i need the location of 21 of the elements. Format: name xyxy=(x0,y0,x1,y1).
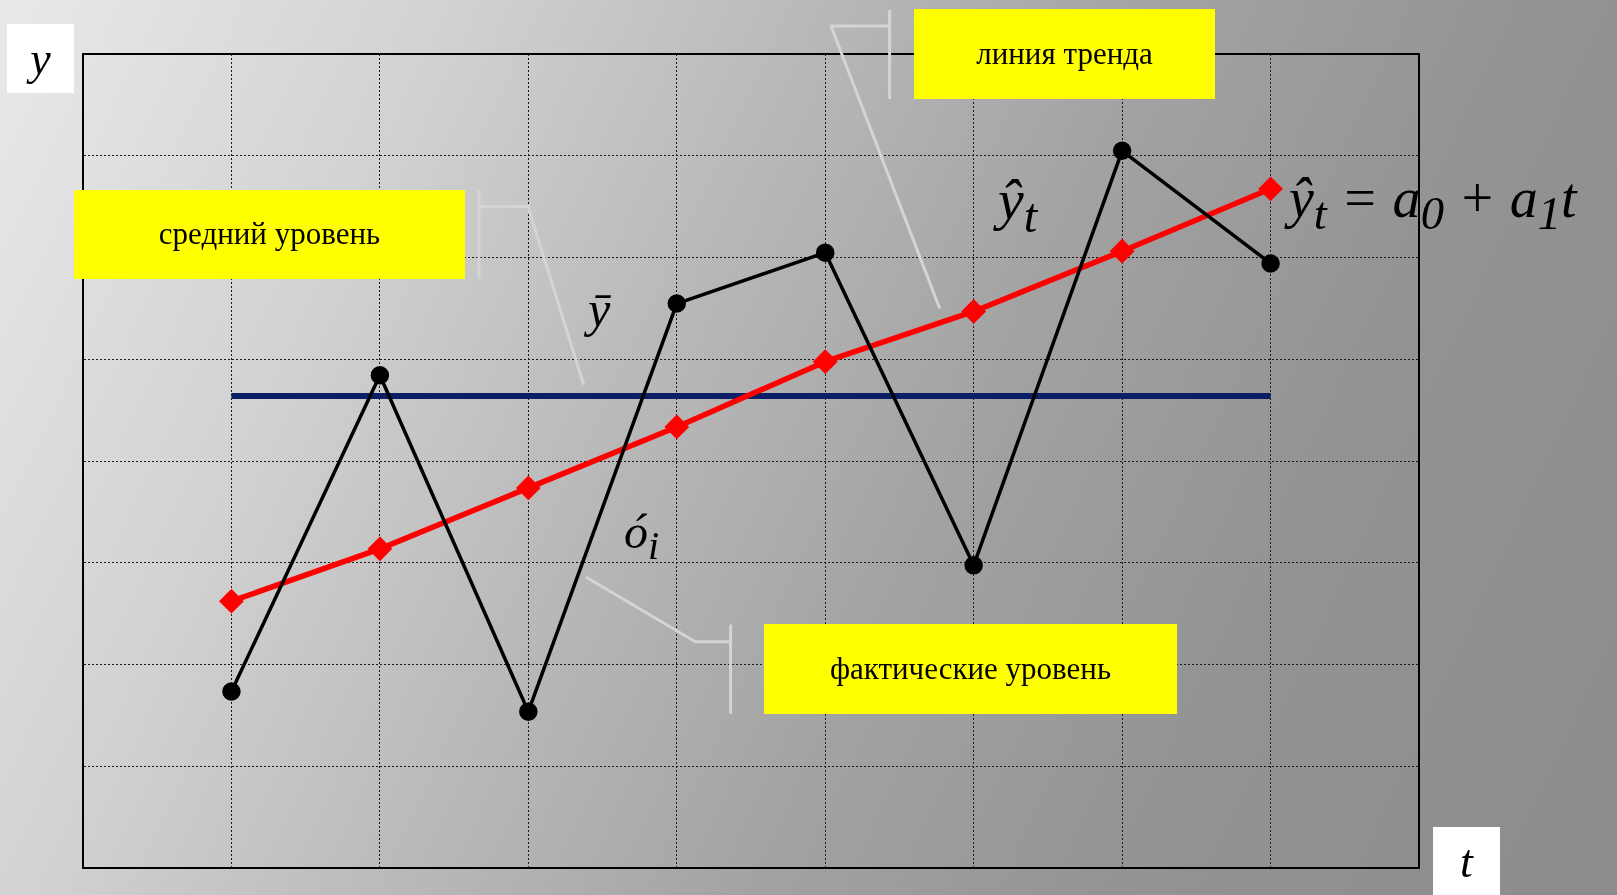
point xyxy=(222,682,241,701)
point xyxy=(667,294,687,313)
annotation: ó$_{i}$ xyxy=(624,505,660,568)
point xyxy=(665,415,689,439)
annotation: средний уровень xyxy=(158,216,381,252)
point xyxy=(815,243,835,262)
point xyxy=(1112,141,1132,161)
point xyxy=(368,537,392,561)
text: линия тренда xyxy=(976,35,1153,72)
point xyxy=(1259,177,1282,201)
point xyxy=(519,702,538,721)
point xyxy=(220,589,243,613)
point xyxy=(517,476,540,500)
point xyxy=(962,300,985,323)
point xyxy=(370,366,390,385)
point xyxy=(964,556,983,575)
point xyxy=(1261,254,1280,273)
point xyxy=(813,350,837,373)
point xyxy=(1110,239,1134,263)
x-axis-title: t xyxy=(1460,835,1473,888)
annotation: фактические уровень xyxy=(829,650,1112,687)
